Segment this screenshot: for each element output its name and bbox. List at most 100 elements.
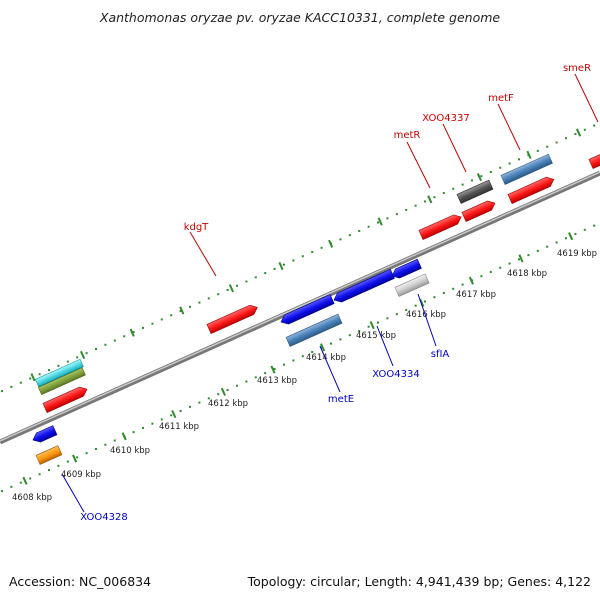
forward-ticks <box>30 128 582 382</box>
scale-tick <box>526 150 532 159</box>
scale-dot <box>19 481 22 484</box>
scale-dot <box>301 355 304 358</box>
scale-dot <box>170 314 173 317</box>
gene-label-XOO4334[interactable]: XOO4334 <box>372 369 419 380</box>
gene-arrow-reverse[interactable] <box>390 258 422 280</box>
scale-dot <box>189 305 191 308</box>
scale-dot <box>546 245 549 248</box>
scale-dot <box>358 229 361 232</box>
gene-box[interactable] <box>456 179 494 204</box>
scale-dot <box>489 170 492 173</box>
scale-dot <box>348 234 351 237</box>
scale-dot <box>424 300 426 303</box>
scale-dot <box>330 342 332 345</box>
scale-dot <box>142 426 144 429</box>
scale-dot <box>38 373 41 376</box>
kbp-label: 4618 kbp <box>507 269 547 279</box>
scale-dot <box>217 293 220 296</box>
scale-dot <box>132 431 135 434</box>
scale-dot <box>386 317 389 320</box>
gene-arrow-reverse[interactable] <box>279 294 335 327</box>
gene-arrow-forward[interactable] <box>42 385 89 413</box>
gene-box[interactable] <box>38 367 86 395</box>
scale-dot <box>461 283 464 286</box>
gene-arrow-reverse[interactable] <box>332 268 395 304</box>
scale-dot <box>574 133 577 136</box>
gene-box[interactable] <box>35 445 63 465</box>
gene-label-XOO4337[interactable]: XOO4337 <box>422 113 469 124</box>
scale-dot <box>113 439 116 442</box>
gene-box[interactable] <box>35 358 84 387</box>
gene-arrow-forward[interactable] <box>461 199 497 222</box>
scale-tick <box>568 232 574 241</box>
scale-dot <box>292 359 295 362</box>
scale-dot <box>583 128 586 131</box>
scale-dot <box>508 262 511 265</box>
scale-tick <box>328 239 334 248</box>
gene-box[interactable] <box>394 273 430 297</box>
gene-label-metE[interactable]: metE <box>328 394 354 405</box>
scale-dot <box>452 187 455 190</box>
scale-dot <box>283 263 285 266</box>
scale-dot <box>198 301 201 304</box>
gene-label-XOO4328[interactable]: XOO4328 <box>80 512 127 523</box>
scale-tick <box>30 373 36 382</box>
scale-dot <box>113 339 116 342</box>
scale-tick <box>320 343 326 352</box>
scale-dot <box>489 270 492 273</box>
scale-dot <box>1 490 3 493</box>
gene-arrow-forward[interactable] <box>588 149 600 169</box>
scale-dot <box>273 267 276 270</box>
gene-label-metR[interactable]: metR <box>394 130 421 141</box>
gene-label-smeR[interactable]: smeR <box>563 63 591 74</box>
scale-dot <box>593 124 596 127</box>
scale-dot <box>358 329 361 332</box>
scale-dot <box>10 385 13 388</box>
scale-dot <box>565 137 567 140</box>
gene-arrow-forward[interactable] <box>418 212 463 240</box>
gene-box[interactable] <box>285 313 343 347</box>
scale-dot <box>565 237 567 240</box>
scale-dot <box>442 292 445 295</box>
scale-dot <box>151 422 154 425</box>
scale-dot <box>38 473 41 476</box>
kbp-label: 4615 kbp <box>356 331 396 341</box>
scale-dot <box>57 464 60 467</box>
scale-dot <box>536 149 539 152</box>
scale-dot <box>414 304 417 307</box>
scale-dot <box>311 251 314 254</box>
scale-dot <box>66 360 69 363</box>
kbp-label: 4611 kbp <box>159 422 199 432</box>
gene-box[interactable] <box>500 153 553 185</box>
scale-dot <box>499 266 502 269</box>
scale-dot <box>471 179 473 182</box>
scale-dot <box>386 217 389 220</box>
gene-arrow-forward[interactable] <box>206 303 259 334</box>
genome-backbone <box>0 170 600 445</box>
scale-dot <box>527 254 530 257</box>
gene-label-metF[interactable]: metF <box>488 93 514 104</box>
scale-dot <box>518 158 520 161</box>
kbp-label: 4619 kbp <box>557 249 597 259</box>
gene-arrow-reverse[interactable] <box>31 425 58 445</box>
scale-dot <box>160 418 163 421</box>
gene-label-kdgT[interactable]: kdgT <box>184 222 209 233</box>
kbp-label: 4609 kbp <box>61 470 101 480</box>
scale-tick <box>270 365 276 374</box>
scale-dot <box>264 272 267 275</box>
scale-dot <box>424 200 426 203</box>
scale-dot <box>339 238 342 241</box>
scale-dot <box>226 388 229 391</box>
scale-dot <box>499 166 502 169</box>
scale-dot <box>76 356 79 359</box>
scale-dot <box>377 221 379 224</box>
gene-label-sfIA[interactable]: sfIA <box>431 349 450 360</box>
scale-tick <box>476 173 482 182</box>
scale-dot <box>583 228 586 231</box>
scale-tick <box>468 276 474 285</box>
scale-tick <box>278 261 284 271</box>
gene-arrow-forward[interactable] <box>507 175 556 204</box>
scale-dot <box>104 443 107 446</box>
scale-tick <box>427 195 433 204</box>
